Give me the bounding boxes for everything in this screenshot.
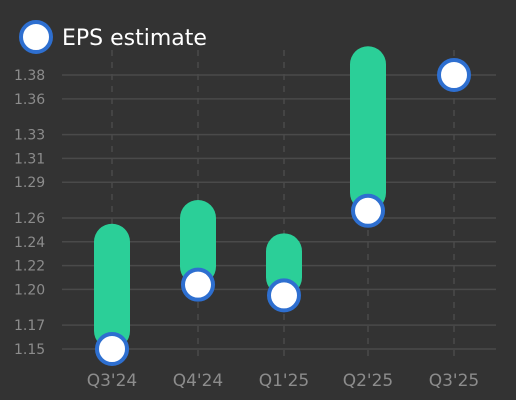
y-tick-label: 1.15	[14, 342, 45, 358]
range-bar	[350, 46, 386, 211]
x-tick-label: Q3'25	[429, 371, 480, 391]
range-bar	[94, 223, 130, 349]
legend-marker	[19, 20, 53, 54]
bars-layer	[94, 46, 386, 349]
y-tick-label: 1.24	[14, 235, 45, 251]
y-tick-label: 1.33	[14, 128, 45, 144]
x-axis: Q3'24 Q4'24 Q1'25 Q2'25 Q3'25	[87, 371, 480, 391]
y-tick-label: 1.20	[14, 282, 45, 298]
legend-label: EPS estimate	[62, 26, 207, 51]
x-tick-label: Q1'25	[259, 371, 310, 391]
y-tick-label: 1.36	[14, 92, 45, 108]
y-tick-label: 1.31	[14, 151, 45, 167]
eps-estimate-point	[95, 332, 129, 366]
range-bar	[180, 199, 216, 285]
points-layer	[95, 58, 471, 366]
y-tick-label: 1.26	[14, 211, 45, 227]
y-tick-label: 1.17	[14, 318, 45, 334]
eps-estimate-point	[351, 193, 385, 228]
y-tick-label: 1.29	[14, 175, 45, 191]
eps-estimate-point	[181, 267, 215, 302]
y-tick-label: 1.38	[14, 68, 45, 84]
eps-estimate-point	[437, 58, 471, 92]
x-tick-label: Q4'24	[173, 371, 224, 391]
x-tick-label: Q2'25	[343, 371, 394, 391]
y-tick-label: 1.22	[14, 259, 45, 275]
x-tick-label: Q3'24	[87, 371, 138, 391]
range-bar	[266, 233, 302, 296]
legend: EPS estimate	[19, 20, 207, 54]
eps-estimate-point	[267, 278, 301, 313]
y-axis: 1.15 1.17 1.20 1.22 1.24 1.26 1.29 1.31 1.33 1.36…	[14, 68, 45, 358]
